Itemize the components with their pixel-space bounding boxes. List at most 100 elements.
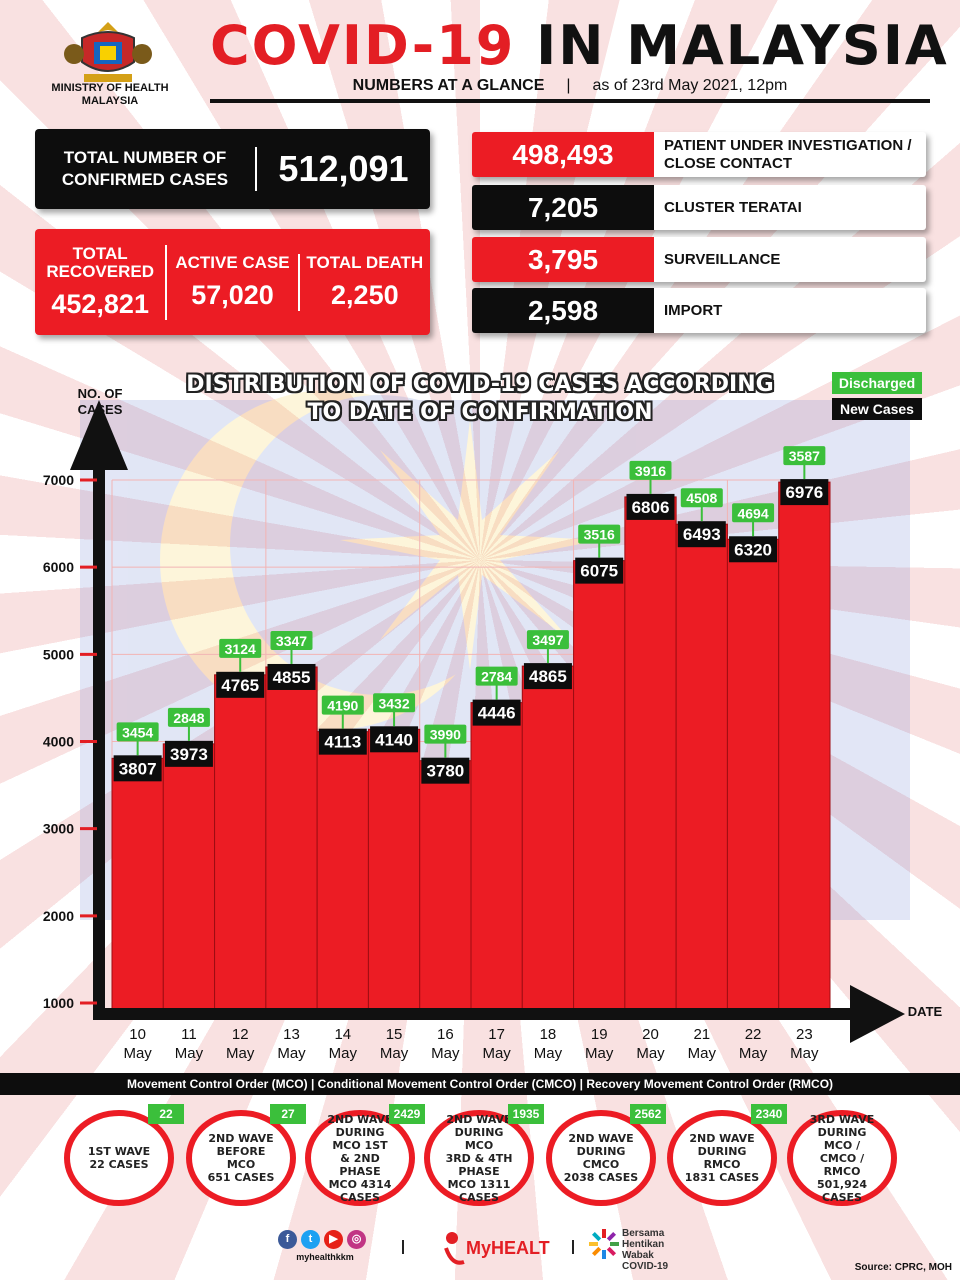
x-tick-label: 20 bbox=[642, 1026, 659, 1043]
discharged-label: 3454 bbox=[122, 724, 153, 740]
discharged-label-bg bbox=[270, 630, 313, 650]
discharged-label: 3916 bbox=[635, 463, 666, 479]
new-cases-label: 6493 bbox=[683, 525, 721, 544]
new-cases-label-bg bbox=[113, 755, 162, 782]
x-tick-label: May bbox=[534, 1045, 563, 1062]
x-tick-label: 21 bbox=[693, 1026, 710, 1043]
subtitle-bar: NUMBERS AT A GLANCE | as of 23rd May 202… bbox=[210, 73, 930, 103]
discharged-label-bg bbox=[219, 638, 262, 658]
category-value: 498,493 bbox=[472, 132, 654, 177]
discharged-label-bg bbox=[526, 630, 569, 650]
wave-text: 2ND WAVE DURING MCO 3RD & 4TH PHASE MCO … bbox=[445, 1112, 513, 1204]
category-label: PATIENT UNDER INVESTIGATION / CLOSE CONT… bbox=[664, 136, 912, 172]
myhealth-logo-icon: MyHEALTH bbox=[444, 1232, 550, 1265]
twitter-icon[interactable]: t bbox=[301, 1230, 320, 1249]
total-confirmed-value: 512,091 bbox=[278, 148, 409, 189]
x-tick-label: May bbox=[688, 1045, 717, 1062]
discharged-label: 3497 bbox=[532, 632, 563, 648]
bar-new-cases bbox=[367, 728, 421, 1016]
y-tick-label: 2000 bbox=[43, 908, 74, 924]
category-value: 2,598 bbox=[472, 288, 654, 333]
new-cases-label-bg bbox=[472, 699, 521, 726]
x-tick-label: May bbox=[329, 1045, 358, 1062]
instagram-icon[interactable]: ◎ bbox=[347, 1230, 366, 1249]
category-row: 2,598 IMPORT bbox=[472, 288, 926, 333]
x-tick-label: 13 bbox=[283, 1026, 300, 1043]
y-tick-label: 5000 bbox=[43, 646, 74, 662]
wave-badge: 2429 bbox=[389, 1104, 425, 1124]
wave-text: 2ND WAVE DURING RMCO 1831 CASES bbox=[684, 1132, 760, 1184]
category-value: 3,795 bbox=[472, 237, 654, 282]
discharged-label-bg bbox=[578, 524, 621, 544]
new-cases-label-bg bbox=[318, 728, 367, 755]
title-covid: COVID-19 bbox=[210, 14, 516, 77]
x-tick-label: May bbox=[175, 1045, 204, 1062]
x-tick-label: May bbox=[277, 1045, 306, 1062]
death-stat: TOTAL DEATH 2,250 bbox=[300, 252, 430, 311]
death-label: TOTAL DEATH bbox=[306, 252, 424, 272]
y-tick-label: 3000 bbox=[43, 821, 74, 837]
new-cases-label: 3807 bbox=[119, 759, 157, 778]
subtitle-divider: | bbox=[566, 77, 571, 94]
x-tick-label: 12 bbox=[232, 1026, 249, 1043]
bar-new-cases bbox=[162, 743, 216, 1016]
new-cases-label-bg bbox=[216, 671, 265, 698]
y-tick-label: 6000 bbox=[43, 559, 74, 575]
x-axis-label: DATE bbox=[908, 1004, 943, 1019]
title-malaysia: IN MALAYSIA bbox=[536, 14, 949, 77]
wave-badge: 27 bbox=[270, 1104, 306, 1124]
wave-circle: 2ND WAVE DURING MCO 3RD & 4TH PHASE MCO … bbox=[424, 1110, 534, 1206]
ministry-name: MINISTRY OF HEALTH MALAYSIA bbox=[51, 82, 169, 107]
new-cases-label-bg bbox=[780, 479, 829, 506]
wave-badge: 2562 bbox=[630, 1104, 666, 1124]
x-tick-label: 23 bbox=[796, 1026, 813, 1043]
new-cases-label-bg bbox=[164, 740, 213, 767]
new-cases-label-bg bbox=[421, 757, 470, 784]
death-value: 2,250 bbox=[331, 279, 399, 310]
discharged-label: 4190 bbox=[327, 698, 358, 714]
active-value: 57,020 bbox=[191, 279, 274, 310]
new-cases-label: 6806 bbox=[632, 498, 670, 517]
x-tick-label: May bbox=[123, 1045, 152, 1062]
new-cases-label-bg bbox=[267, 663, 316, 690]
new-cases-label: 6075 bbox=[580, 562, 618, 581]
y-axis bbox=[93, 465, 105, 1020]
discharged-label-bg bbox=[783, 446, 826, 466]
youtube-icon[interactable]: ▶ bbox=[324, 1230, 343, 1249]
bar-new-cases bbox=[726, 538, 780, 1016]
bar-new-cases bbox=[470, 702, 523, 1016]
x-tick-label: 16 bbox=[437, 1026, 454, 1043]
new-cases-label-bg bbox=[370, 726, 419, 753]
x-tick-label: 22 bbox=[745, 1026, 762, 1043]
x-tick-label: May bbox=[226, 1045, 255, 1062]
wave-circle: 2ND WAVE BEFORE MCO 651 CASES bbox=[186, 1110, 296, 1206]
footer-separator bbox=[572, 1240, 574, 1254]
discharged-label: 3124 bbox=[225, 641, 256, 657]
wave-text: 1ST WAVE 22 CASES bbox=[87, 1145, 151, 1171]
chart-title: DISTRIBUTION OF COVID-19 CASES ACCORDING… bbox=[186, 372, 774, 425]
y-tick-label: 1000 bbox=[43, 995, 74, 1011]
myhealth-text: MyHEALTH bbox=[466, 1238, 550, 1258]
total-confirmed-box: TOTAL NUMBER OF CONFIRMED CASES 512,091 bbox=[35, 129, 430, 209]
discharged-label-bg bbox=[680, 488, 723, 508]
subtitle-glance: NUMBERS AT A GLANCE bbox=[352, 77, 545, 94]
x-tick-label: May bbox=[380, 1045, 409, 1062]
y-tick-label: 4000 bbox=[43, 734, 74, 750]
bar-new-cases bbox=[316, 731, 369, 1016]
main-title: COVID-19 IN MALAYSIA bbox=[210, 14, 947, 77]
discharged-label-bg bbox=[475, 666, 518, 686]
new-cases-label: 4865 bbox=[529, 667, 567, 686]
discharged-label-bg bbox=[167, 707, 210, 727]
y-tick-label: 7000 bbox=[43, 472, 74, 488]
wave-circle: 2ND WAVE DURING RMCO 1831 CASES bbox=[667, 1110, 777, 1206]
facebook-icon[interactable]: f bbox=[278, 1230, 297, 1249]
discharged-label: 3516 bbox=[584, 527, 615, 543]
wave-circle: 3RD WAVE DURING MCO / CMCO / RMCO 501,92… bbox=[787, 1110, 897, 1206]
category-label: CLUSTER TERATAI bbox=[664, 198, 802, 216]
recovered-stat: TOTAL RECOVERED 452,821 bbox=[35, 244, 168, 320]
x-tick-label: May bbox=[482, 1045, 511, 1062]
discharged-label: 2784 bbox=[481, 669, 512, 685]
x-tick-label: 19 bbox=[591, 1026, 608, 1043]
wave-circle: 2ND WAVE DURING MCO 1ST & 2ND PHASE MCO … bbox=[305, 1110, 415, 1206]
x-tick-label: May bbox=[636, 1045, 665, 1062]
